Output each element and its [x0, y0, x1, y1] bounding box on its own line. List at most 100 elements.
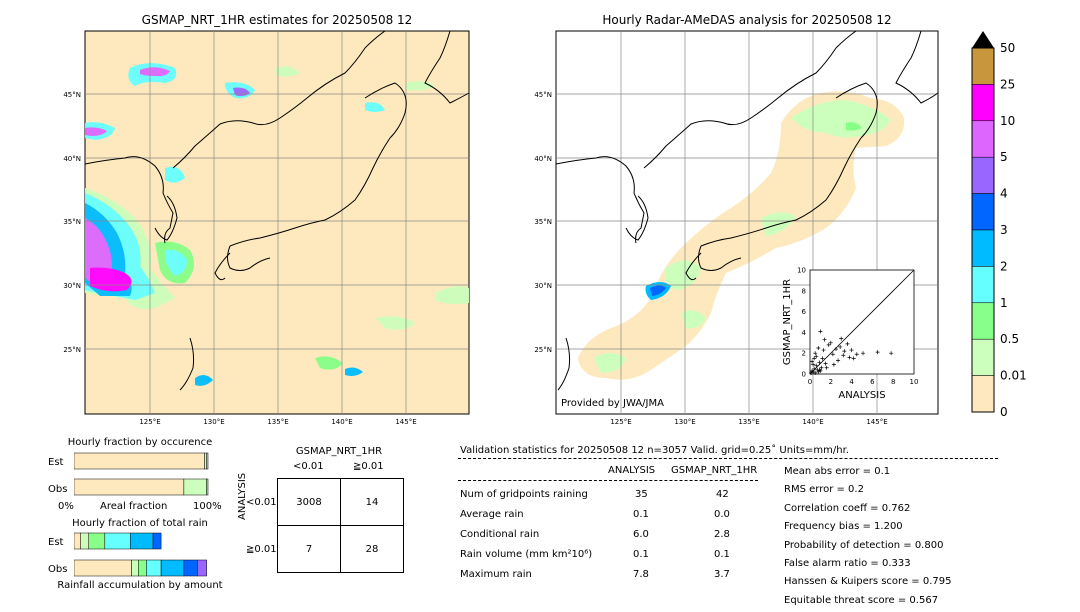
- scatter-y-tick: 2: [802, 350, 806, 358]
- scatter-point: [817, 367, 822, 372]
- validation-row-gsmap: 42: [716, 489, 729, 500]
- scatter-point: [861, 351, 866, 356]
- validation-row: Conditional rain 6.0 2.8: [460, 529, 760, 543]
- totalrain-segment: [183, 559, 198, 577]
- colorbar-label: 4: [1000, 187, 1008, 201]
- scatter-x-tick: 0: [808, 378, 812, 386]
- occurrence-x-max: 100%: [193, 501, 222, 512]
- left-map-title: GSMAP_NRT_1HR estimates for 20250508 12: [141, 13, 413, 27]
- totalrain-segment: [146, 559, 162, 577]
- totalrain-segment: [131, 559, 139, 577]
- left-map-grid: [85, 31, 469, 414]
- right-lon-label: 130°E: [674, 418, 695, 426]
- validation-header: Validation statistics for 20250508 12 n=…: [460, 445, 849, 456]
- colorbar-segment: [971, 338, 995, 376]
- score-item: Hanssen & Kuipers score = 0.795: [784, 576, 952, 588]
- colorbar-label: 0: [1000, 405, 1008, 419]
- colorbar-outline: [971, 47, 995, 413]
- validation-col-gsmap: GSMAP_NRT_1HR: [671, 465, 758, 476]
- occurrence-est-bar: [74, 452, 209, 470]
- scatter-point: [820, 356, 825, 361]
- contingency-row-header: <0.01: [246, 497, 277, 508]
- scatter-point: [810, 359, 815, 364]
- scatter-point: [834, 347, 838, 352]
- occurrence-segment: [206, 452, 209, 470]
- scatter-x-tick: 4: [849, 378, 854, 386]
- score-item: Correlation coeff = 0.762: [784, 502, 911, 514]
- occurrence-segment: [204, 452, 207, 470]
- scatter-x-tick: 6: [870, 378, 875, 386]
- scatter-points: [809, 329, 894, 375]
- scatter-y-tick: 4: [802, 329, 807, 337]
- validation-row-gsmap: 0.1: [714, 549, 730, 560]
- colorbar-segment: [971, 84, 995, 122]
- scatter-point: [875, 350, 880, 355]
- left-lon-label: 130°E: [203, 418, 224, 426]
- occurrence-bars: [74, 452, 209, 496]
- contingency-col-header: <0.01: [293, 461, 324, 472]
- totalrain-segment: [138, 559, 147, 577]
- scatter-point: [811, 369, 816, 374]
- scatter-point: [831, 362, 836, 367]
- scatter-point: [828, 340, 833, 345]
- totalrain-est-bar: [74, 532, 162, 550]
- scatter-point: [814, 363, 819, 368]
- contingency-cell: 14: [340, 478, 404, 526]
- scatter-x-ticks: 0 2 4 6 8 10: [808, 378, 919, 386]
- right-map-coastline: [555, 30, 939, 391]
- score-item: Equitable threat score = 0.567: [784, 594, 939, 606]
- colorbar-label: 0.01: [1000, 369, 1027, 383]
- scatter-point: [826, 342, 831, 347]
- scatter-plot: 0 2 4 6 8 10 0 2 4 6 8 10 ANALYSIS GSMAP_NRT_1HR: [782, 267, 919, 402]
- score-list: Mean abs error = 0.1 RMS error = 0.2 Cor…: [784, 463, 951, 610]
- colorbar: 50 25 10 5 4 3 2 1 0.5 0.01 0: [971, 31, 1027, 419]
- scatter-point: [824, 365, 829, 370]
- right-map-title: Hourly Radar-AMeDAS analysis for 2025050…: [602, 13, 892, 27]
- totalrain-xlabel: Rainfall accumulation by amount: [57, 580, 223, 591]
- scatter-point: [823, 361, 828, 366]
- occurrence-x-min: 0%: [58, 501, 74, 512]
- validation-row-label: Rain volume (mm km²10⁶): [460, 549, 593, 560]
- totalrain-segment: [80, 532, 89, 550]
- scatter-y-tick: 6: [802, 308, 807, 316]
- colorbar-extend-arrow: [972, 31, 994, 48]
- totalrain-segment: [152, 532, 162, 550]
- colorbar-label: 10: [1000, 114, 1015, 128]
- colorbar-label: 2: [1000, 259, 1008, 273]
- scatter-point: [818, 329, 823, 334]
- right-lon-label: 140°E: [802, 418, 823, 426]
- left-lon-label: 135°E: [267, 418, 288, 426]
- validation-row: Rain volume (mm km²10⁶) 0.1 0.1: [460, 549, 760, 563]
- occurrence-obs-label: Obs: [48, 484, 68, 495]
- validation-row-gsmap: 0.0: [714, 509, 730, 520]
- right-lat-label: 45°N: [534, 91, 552, 99]
- totalrain-segment: [74, 559, 132, 577]
- right-map: 45°N 40°N 35°N 30°N 25°N 125°E 130°E 135…: [534, 30, 939, 426]
- right-lat-label: 35°N: [534, 218, 552, 226]
- scatter-y-tick: 0: [802, 371, 806, 379]
- score-item: Probability of detection = 0.800: [784, 539, 944, 551]
- totalrain-obs-label: Obs: [48, 564, 68, 575]
- colorbar-label: 50: [1000, 41, 1015, 55]
- colorbar-segment: [971, 302, 995, 340]
- validation-row-gsmap: 3.7: [714, 569, 730, 580]
- totalrain-segment: [74, 532, 81, 550]
- totalrain-est-label: Est: [48, 537, 64, 548]
- right-map-lon-labels: 125°E 130°E 135°E 140°E 145°E: [610, 418, 887, 426]
- scatter-point: [816, 346, 821, 350]
- totalrain-bars: [74, 532, 207, 577]
- right-lon-label: 125°E: [610, 418, 631, 426]
- scatter-point: [816, 369, 821, 374]
- occurrence-segment: [74, 478, 185, 496]
- colorbar-label: 0.5: [1000, 332, 1019, 346]
- colorbar-segment: [971, 47, 995, 85]
- scatter-point: [821, 348, 826, 353]
- scatter-y-tick: 8: [802, 287, 806, 295]
- left-lat-label: 25°N: [63, 346, 81, 354]
- occurrence-segment: [183, 478, 207, 496]
- right-lat-label: 30°N: [534, 282, 552, 290]
- colorbar-segment: [971, 120, 995, 158]
- scatter-point: [830, 352, 835, 357]
- scatter-point: [851, 356, 856, 361]
- right-map-grid: [556, 31, 938, 414]
